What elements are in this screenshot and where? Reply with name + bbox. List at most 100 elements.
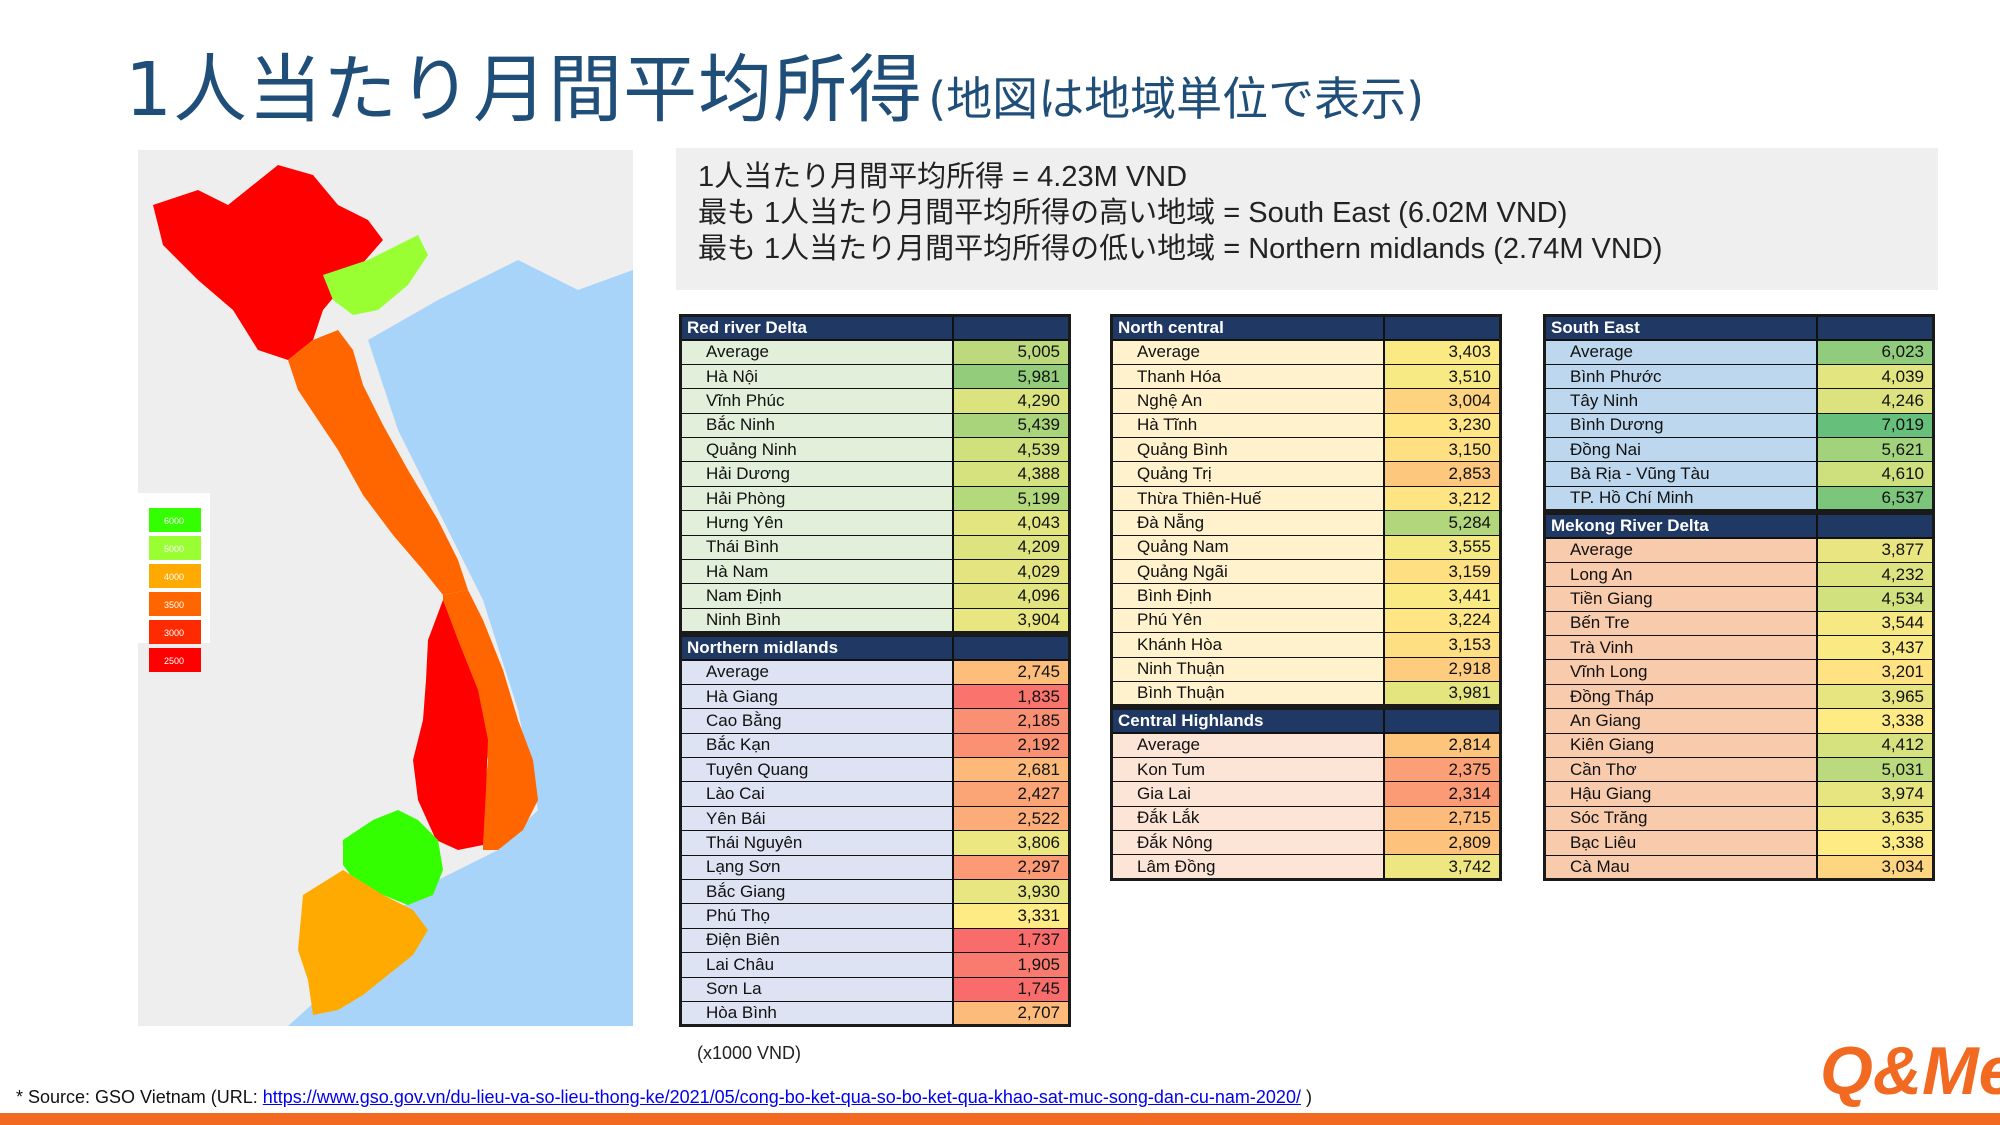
table-row: Vĩnh Long 3,201 <box>1544 659 1934 685</box>
income-value: 3,544 <box>1816 611 1934 637</box>
source-prefix: * Source: GSO Vietnam (URL: <box>16 1087 263 1107</box>
color-legend: 6000 5000 4000 3500 3000 2500 <box>138 493 210 672</box>
province-name: Nam Định <box>680 583 954 609</box>
table-south-east: South East Average 6,023 Bình Phước 4,039 Tây… <box>1543 314 1935 513</box>
income-value: 5,199 <box>952 486 1070 512</box>
region-title: South East <box>1544 315 1818 341</box>
province-name: Cần Thơ <box>1544 757 1818 783</box>
table-row: Bắc Giang 3,930 <box>680 879 1070 905</box>
province-name: Hà Nội <box>680 364 954 390</box>
summary-box: 1人当たり月間平均所得 = 4.23M VND 最も 1人当たり月間平均所得の高… <box>676 148 1938 290</box>
income-value: 4,539 <box>952 437 1070 463</box>
province-name: Sơn La <box>680 977 954 1002</box>
province-name: Tuyên Quang <box>680 757 954 783</box>
province-name: Quảng Ngãi <box>1111 559 1385 585</box>
income-value: 1,835 <box>952 684 1070 710</box>
table-row: Bến Tre 3,544 <box>1544 611 1934 637</box>
region-south-central-coast <box>443 590 538 850</box>
region-title: Red river Delta <box>680 315 954 341</box>
province-name: Tây Ninh <box>1544 388 1818 414</box>
table-row: Hậu Giang 3,974 <box>1544 781 1934 807</box>
table-row: Đồng Tháp 3,965 <box>1544 684 1934 710</box>
source-link[interactable]: https://www.gso.gov.vn/du-lieu-va-so-lie… <box>262 1087 1301 1107</box>
province-name: Average <box>1111 340 1385 365</box>
table-row: Hải Dương 4,388 <box>680 461 1070 487</box>
table-row: Quảng Nam 3,555 <box>1111 535 1501 561</box>
region-title: Central Highlands <box>1111 708 1385 734</box>
income-value: 4,412 <box>1816 733 1934 759</box>
province-name: Đắk Nông <box>1111 830 1385 856</box>
province-name: Phú Yên <box>1111 608 1385 634</box>
title-sub: (地図は地域単位で表示) <box>928 72 1425 126</box>
province-name: Average <box>1111 733 1385 758</box>
province-name: Gia Lai <box>1111 781 1385 807</box>
income-value: 3,159 <box>1383 559 1501 585</box>
income-value: 3,212 <box>1383 486 1501 512</box>
province-name: Hậu Giang <box>1544 781 1818 807</box>
income-value: 1,905 <box>952 952 1070 978</box>
province-name: Bình Dương <box>1544 413 1818 439</box>
province-name: Thái Bình <box>680 535 954 561</box>
region-north-central <box>288 330 468 595</box>
table-row: An Giang 3,338 <box>1544 708 1934 734</box>
income-value: 5,439 <box>952 413 1070 439</box>
table-row: Quảng Ninh 4,539 <box>680 437 1070 463</box>
income-value: 2,297 <box>952 855 1070 881</box>
income-value: 4,290 <box>952 388 1070 414</box>
source-suffix: ) <box>1300 1087 1312 1107</box>
table-row: Quảng Trị 2,853 <box>1111 461 1501 487</box>
province-name: Hải Phòng <box>680 486 954 512</box>
table-header: South East <box>1544 315 1934 341</box>
income-value: 3,441 <box>1383 583 1501 609</box>
income-value: 3,403 <box>1383 340 1501 365</box>
income-value: 4,029 <box>952 559 1070 585</box>
table-row: Nghệ An 3,004 <box>1111 388 1501 414</box>
province-name: Average <box>680 340 954 365</box>
province-name: Hà Giang <box>680 684 954 710</box>
legend-label: 4000 <box>164 572 184 582</box>
income-value: 5,005 <box>952 340 1070 365</box>
income-value: 1,745 <box>952 977 1070 1002</box>
province-name: Average <box>1544 538 1818 563</box>
table-header: North central <box>1111 315 1501 341</box>
income-value: 2,522 <box>952 806 1070 832</box>
table-row: Vĩnh Phúc 4,290 <box>680 388 1070 414</box>
income-value: 1,737 <box>952 928 1070 954</box>
table-row: Quảng Bình 3,150 <box>1111 437 1501 463</box>
income-value: 3,877 <box>1816 538 1934 563</box>
province-name: TP. Hồ Chí Minh <box>1544 486 1818 512</box>
income-value: 3,004 <box>1383 388 1501 414</box>
income-value: 2,681 <box>952 757 1070 783</box>
table-row: Tây Ninh 4,246 <box>1544 388 1934 414</box>
income-value: 6,537 <box>1816 486 1934 512</box>
province-name: Bến Tre <box>1544 611 1818 637</box>
table-header: Mekong River Delta <box>1544 513 1934 539</box>
table-row: Điện Biên 1,737 <box>680 928 1070 954</box>
table-mekong-river-delta: Mekong River Delta Average 3,877 Long An 4,2… <box>1543 512 1935 881</box>
province-name: Long An <box>1544 562 1818 588</box>
province-name: Đắk Lắk <box>1111 806 1385 832</box>
header-blank <box>1383 315 1501 341</box>
table-row: Cà Mau 3,034 <box>1544 855 1934 880</box>
region-title: North central <box>1111 315 1385 341</box>
province-name: Thái Nguyên <box>680 830 954 856</box>
income-value: 3,555 <box>1383 535 1501 561</box>
income-value: 4,039 <box>1816 364 1934 390</box>
income-value: 2,185 <box>952 708 1070 734</box>
table-row: Nam Định 4,096 <box>680 583 1070 609</box>
income-value: 3,742 <box>1383 854 1501 880</box>
province-name: Bắc Giang <box>680 879 954 905</box>
income-value: 4,043 <box>952 510 1070 536</box>
table-row: Ninh Bình 3,904 <box>680 608 1070 634</box>
table-row: Thừa Thiên-Huế 3,212 <box>1111 486 1501 512</box>
table-row: Bà Rịa - Vũng Tàu 4,610 <box>1544 461 1934 487</box>
table-row: Quảng Ngãi 3,159 <box>1111 559 1501 585</box>
province-name: Bình Phước <box>1544 364 1818 390</box>
legend-label: 5000 <box>164 544 184 554</box>
income-value: 3,981 <box>1383 681 1501 707</box>
income-value: 2,707 <box>952 1001 1070 1027</box>
income-value: 4,209 <box>952 535 1070 561</box>
table-row: Hà Tĩnh 3,230 <box>1111 413 1501 439</box>
income-value: 5,981 <box>952 364 1070 390</box>
province-name: Vĩnh Phúc <box>680 388 954 414</box>
